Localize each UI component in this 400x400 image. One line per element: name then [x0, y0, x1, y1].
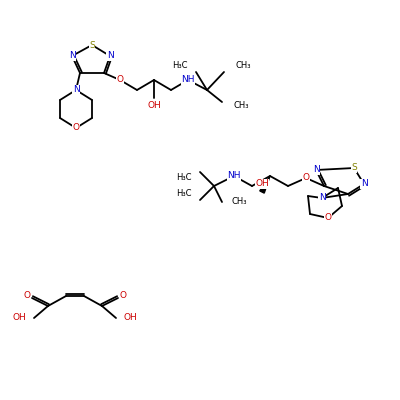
Text: OH: OH — [12, 314, 26, 322]
Text: NH: NH — [181, 76, 195, 84]
Text: O: O — [24, 292, 30, 300]
Text: OH: OH — [255, 180, 269, 188]
Text: O: O — [116, 76, 124, 84]
Text: CH₃: CH₃ — [234, 102, 250, 110]
Text: O: O — [72, 124, 80, 132]
Text: N: N — [107, 52, 113, 60]
Text: N: N — [319, 194, 325, 202]
Text: N: N — [73, 86, 79, 94]
Text: N: N — [361, 180, 367, 188]
Text: N: N — [69, 52, 75, 60]
Text: H₃C: H₃C — [176, 190, 192, 198]
Text: OH: OH — [147, 102, 161, 110]
Text: CH₃: CH₃ — [236, 62, 252, 70]
Text: NH: NH — [227, 172, 241, 180]
Text: S: S — [89, 40, 95, 50]
Text: S: S — [351, 164, 357, 172]
Text: H₃C: H₃C — [172, 62, 188, 70]
Text: O: O — [324, 214, 332, 222]
Text: CH₃: CH₃ — [232, 198, 248, 206]
Text: N: N — [313, 166, 319, 174]
Text: OH: OH — [124, 314, 138, 322]
Text: O: O — [302, 174, 310, 182]
Polygon shape — [260, 176, 270, 193]
Text: O: O — [120, 292, 126, 300]
Text: H₃C: H₃C — [176, 174, 192, 182]
